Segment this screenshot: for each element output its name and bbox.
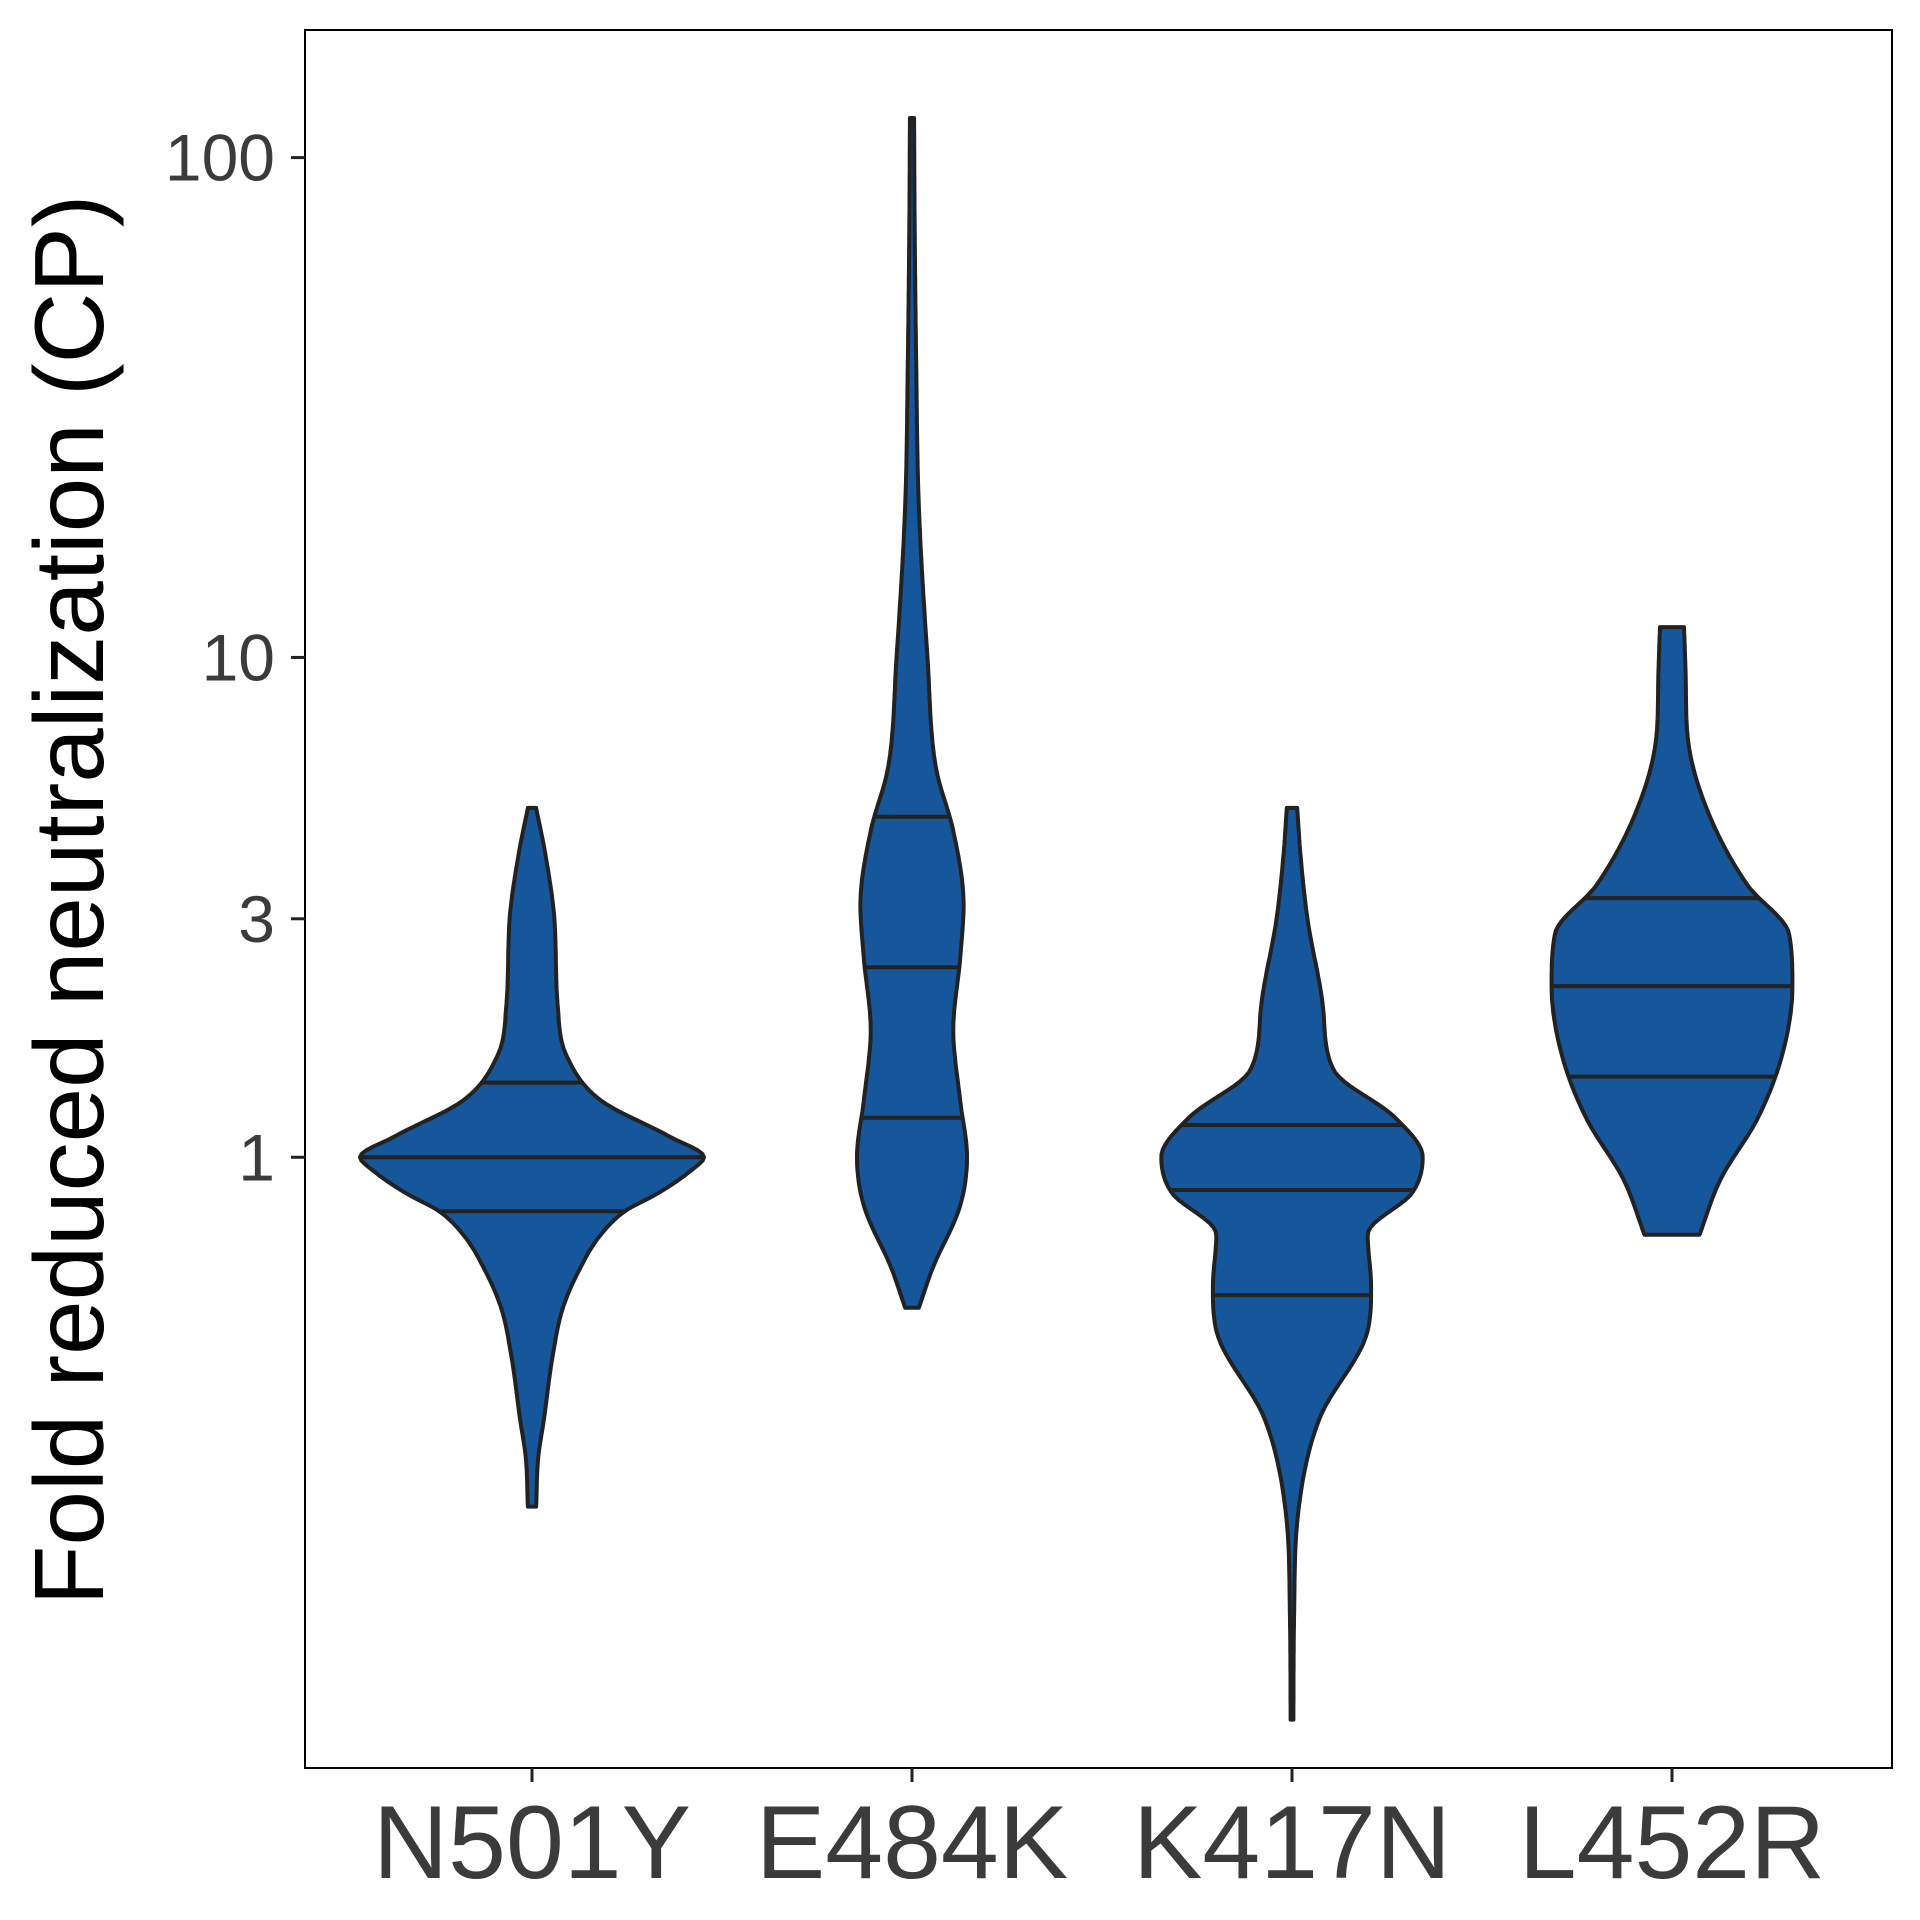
violin-e484k — [855, 116, 969, 1310]
y-tick-label-10: 10 — [202, 620, 275, 694]
violin-n501y — [358, 805, 706, 1509]
violins-layer — [358, 116, 1795, 1722]
violin-l452r — [1549, 625, 1795, 1237]
y-tick-label-1: 1 — [238, 1120, 275, 1194]
violin-body-l452r — [1549, 625, 1795, 1237]
y-axis: 1 3 10 100 — [165, 121, 305, 1194]
x-tick-label-l452r: L452R — [1519, 1785, 1825, 1901]
x-axis: N501Y E484K K417N L452R — [373, 1768, 1825, 1901]
violin-k417n — [1159, 805, 1425, 1722]
violin-body-k417n — [1159, 805, 1425, 1722]
y-axis-title: Fold reduced neutralization (CP) — [14, 195, 124, 1606]
x-tick-label-n501y: N501Y — [373, 1785, 691, 1901]
plot-panel-border — [304, 29, 1893, 1769]
violin-body-e484k — [855, 116, 969, 1310]
y-tick-label-100: 100 — [165, 121, 275, 195]
x-tick-label-k417n: K417N — [1133, 1785, 1451, 1901]
x-tick-label-e484k: E484K — [756, 1785, 1068, 1901]
y-tick-label-3: 3 — [238, 882, 275, 956]
